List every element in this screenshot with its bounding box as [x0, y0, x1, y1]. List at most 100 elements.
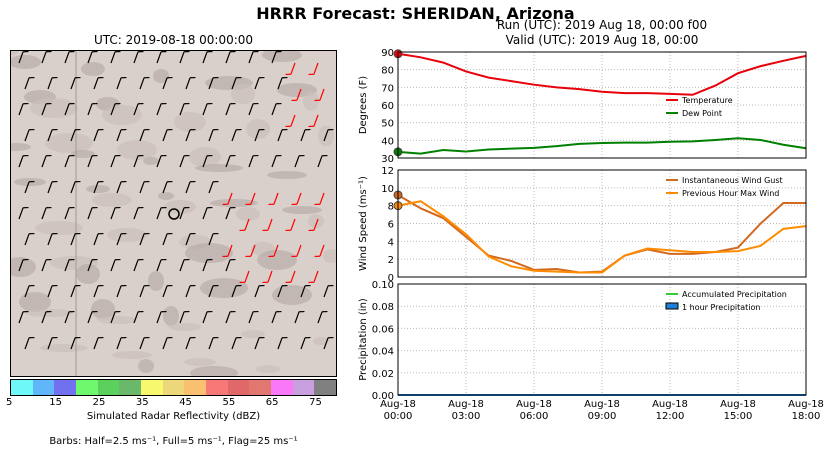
wind-barb-icon [18, 258, 29, 272]
wind-barb-icon [133, 206, 144, 220]
wind-barb-icon [285, 114, 296, 128]
y-tick-label: 40 [381, 136, 394, 147]
wind-barb-icon [277, 284, 288, 298]
terrain-shade [153, 69, 169, 83]
wind-barb-icon [162, 232, 173, 246]
wind-barb-icon [87, 154, 98, 168]
wind-barb-icon [291, 88, 302, 102]
colorbar-swatch [271, 380, 293, 395]
wind-barb-icon [308, 218, 319, 232]
wind-barb-icon [268, 244, 279, 258]
terrain-shade [257, 250, 297, 270]
colorbar-swatch [206, 380, 228, 395]
colorbar-swatch [76, 380, 98, 395]
wind-barb-icon [300, 128, 311, 142]
terrain-shade [11, 55, 41, 69]
colorbar-tick-label: 45 [179, 397, 192, 408]
terrain-shade [148, 271, 164, 291]
terrain-shade [262, 51, 302, 62]
wind-barb-icon [18, 102, 29, 116]
wind-barb-icon [70, 128, 81, 142]
wind-barb-icon [24, 336, 35, 350]
terrain-shade [102, 105, 142, 125]
wind-barb-icon [93, 336, 104, 350]
wind-barb-icon [110, 310, 121, 324]
wind-barb-icon [179, 258, 190, 272]
wind-barb-icon [87, 102, 98, 116]
wind-barb-icon [225, 102, 236, 116]
wind-barb-icon [41, 51, 52, 64]
wind-barb-icon [110, 258, 121, 272]
series-line [397, 52, 807, 96]
wind-barb-icon [133, 310, 144, 324]
terrain-shade [86, 185, 110, 193]
terrain-shade [11, 257, 36, 277]
wind-barb-icon [64, 102, 75, 116]
wind-barb-icon [116, 232, 127, 246]
wind-barb-icon [47, 76, 58, 90]
terrain-shade [190, 366, 238, 376]
y-tick-label: 80 [381, 66, 394, 77]
x-tick-label: 15:00 [724, 411, 753, 422]
terrain-shade [323, 249, 336, 263]
wind-barb-icon [47, 336, 58, 350]
wind-barb-icon [156, 51, 167, 64]
y-tick-label: 0 [388, 273, 394, 284]
valid-line: Valid (UTC): 2019 Aug 18, 00:00 [505, 33, 699, 47]
terrain-shade [200, 278, 248, 298]
wind-barb-icon [93, 284, 104, 298]
wind-barb-icon [239, 270, 250, 284]
y-tick-label: 90 [381, 48, 394, 59]
wind-barb-icon [87, 258, 98, 272]
x-tick-label: Aug-18 [720, 399, 756, 410]
y-tick-label: 50 [381, 119, 394, 130]
wind-barb-icon [231, 128, 242, 142]
wind-barb-icon [47, 284, 58, 298]
plot-frame [397, 51, 807, 159]
terrain-shade [11, 51, 19, 55]
wind-barb-icon [254, 128, 265, 142]
radar-map [10, 50, 337, 377]
y-tick-label: 70 [381, 83, 394, 94]
wind-barb-icon [323, 128, 334, 142]
wind-barb-icon [291, 244, 302, 258]
wind-barb-icon [87, 51, 98, 64]
wind-barb-icon [271, 102, 282, 116]
terrain-shade [143, 157, 159, 165]
wind-barb-icon [208, 336, 219, 350]
wind-barb-icon [70, 232, 81, 246]
x-tick-label: 00:00 [384, 411, 413, 422]
terrain-shade [19, 292, 51, 312]
chart-panel-wind: 0 2 4 6 8 10 12 Wind Speed (ms⁻¹) Instantaneous … [358, 166, 807, 284]
wind-barb-icon [70, 284, 81, 298]
y-tick-label: 10 [381, 184, 394, 195]
wind-barb-icon [156, 258, 167, 272]
wind-barb-icon [162, 284, 173, 298]
terrain-shade [313, 337, 329, 345]
wind-barb-icon [139, 76, 150, 90]
wind-barb-icon [231, 76, 242, 90]
x-tick-label: 18:00 [792, 411, 821, 422]
y-tick-label: 30 [381, 154, 394, 165]
y-axis-label: Wind Speed (ms⁻¹) [358, 176, 369, 271]
y-tick-label: 0.06 [372, 324, 394, 335]
terrain-shade [81, 62, 105, 76]
wind-barb-icon [139, 180, 150, 194]
colorbar-swatch [141, 380, 163, 395]
x-tick-label: 06:00 [520, 411, 549, 422]
terrain-shade [241, 330, 265, 338]
chart-panel-temperature: 30 40 50 60 70 80 90 Degrees (F) Temperature Dew … [358, 48, 807, 165]
wind-barb-icon [277, 76, 288, 90]
terrain-shade [163, 306, 179, 326]
wind-barb-icon [116, 76, 127, 90]
wind-barb-icon [70, 336, 81, 350]
wind-barb-icon [314, 192, 325, 206]
y-tick-label: 8 [388, 202, 394, 213]
y-tick-label: 0.10 [372, 280, 394, 291]
wind-barb-icon [185, 180, 196, 194]
wind-barb-icon [116, 284, 127, 298]
terrain-shade [40, 344, 88, 352]
terrain-shade [282, 206, 322, 214]
wind-barb-icon [139, 336, 150, 350]
